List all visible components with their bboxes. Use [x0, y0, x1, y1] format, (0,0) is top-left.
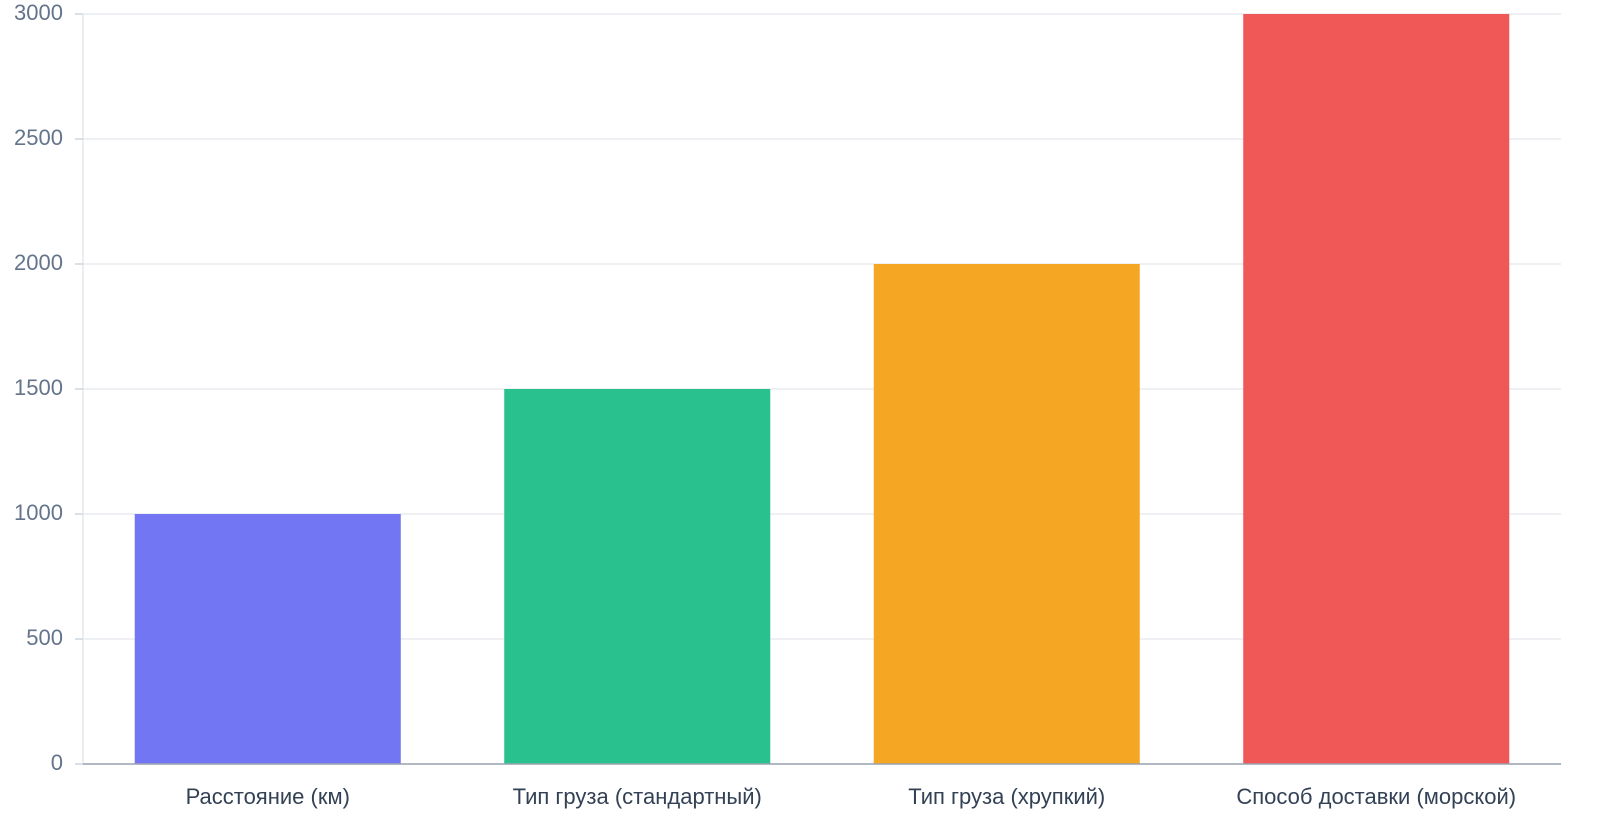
bar: [134, 514, 401, 764]
y-tick-label: 1000: [14, 500, 63, 525]
y-tick-label: 3000: [14, 0, 63, 25]
x-tick-label: Расстояние (км): [186, 784, 350, 809]
bar: [1243, 14, 1510, 764]
y-tick-label: 2500: [14, 125, 63, 150]
y-tick-label: 0: [51, 750, 63, 775]
bar: [504, 389, 771, 764]
x-tick-label: Способ доставки (морской): [1236, 784, 1516, 809]
bar: [873, 264, 1140, 764]
x-tick-label: Тип груза (стандартный): [513, 784, 762, 809]
y-tick-label: 500: [26, 625, 63, 650]
y-tick-label: 2000: [14, 250, 63, 275]
y-tick-label: 1500: [14, 375, 63, 400]
x-tick-label: Тип груза (хрупкий): [908, 784, 1105, 809]
